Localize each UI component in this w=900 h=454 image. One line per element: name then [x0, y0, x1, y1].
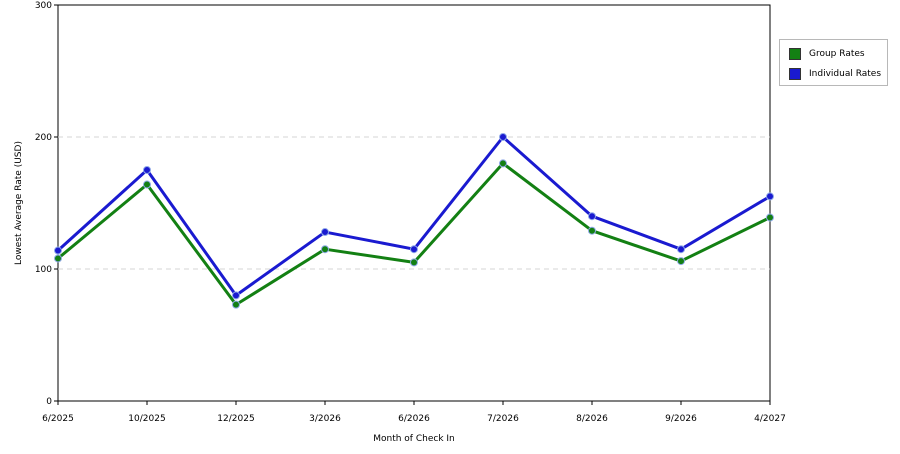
y-tick-label: 200	[35, 133, 52, 143]
data-point-individual-rates	[766, 192, 774, 201]
data-point-individual-rates	[588, 212, 596, 221]
x-tick-label: 6/2025	[42, 414, 74, 424]
y-axis-title: Lowest Average Rate (USD)	[14, 141, 24, 265]
x-tick-label: 7/2026	[487, 414, 519, 424]
x-tick-label: 9/2026	[665, 414, 697, 424]
data-point-individual-rates	[232, 291, 240, 300]
data-point-group-rates	[54, 254, 62, 263]
y-tick-label: 300	[35, 1, 52, 11]
data-point-individual-rates	[143, 166, 151, 174]
x-tick-label: 8/2026	[576, 414, 608, 424]
data-point-group-rates	[766, 213, 774, 222]
x-axis-title: Month of Check In	[373, 434, 455, 444]
data-point-individual-rates	[321, 228, 329, 237]
grid	[58, 136, 770, 270]
x-tick-label: 3/2026	[309, 414, 341, 424]
legend-item-group-rates: Group Rates	[789, 47, 865, 61]
legend-swatch-group-rates	[789, 48, 801, 60]
data-point-group-rates	[588, 226, 596, 235]
legend-item-individual-rates: Individual Rates	[789, 67, 881, 81]
y-tick-label: 0	[46, 397, 52, 407]
x-tick-label: 4/2027	[754, 414, 786, 424]
data-point-group-rates	[499, 159, 507, 168]
legend-label-group-rates: Group Rates	[809, 49, 865, 59]
x-tick-label: 6/2026	[398, 414, 430, 424]
data-point-individual-rates	[54, 246, 62, 255]
axes: 0 100 200 300 6/2025 10/2025 12/2025 3/2026 6/20…	[35, 1, 786, 424]
data-point-individual-rates	[410, 245, 418, 254]
data-point-group-rates	[143, 180, 151, 189]
legend-swatch-individual-rates	[789, 68, 801, 80]
y-tick-label: 100	[35, 265, 52, 275]
data-point-group-rates	[410, 258, 418, 267]
data-point-group-rates	[677, 257, 685, 266]
x-tick-label: 12/2025	[217, 414, 254, 424]
legend-label-individual-rates: Individual Rates	[809, 69, 882, 79]
series	[54, 133, 774, 309]
data-point-individual-rates	[677, 245, 685, 254]
legend: Group Rates Individual Rates	[779, 39, 888, 86]
x-tick-label: 10/2025	[128, 414, 165, 424]
data-point-individual-rates	[499, 133, 507, 141]
data-point-group-rates	[321, 245, 329, 254]
data-point-group-rates	[232, 300, 240, 309]
plot-area	[57, 4, 771, 402]
